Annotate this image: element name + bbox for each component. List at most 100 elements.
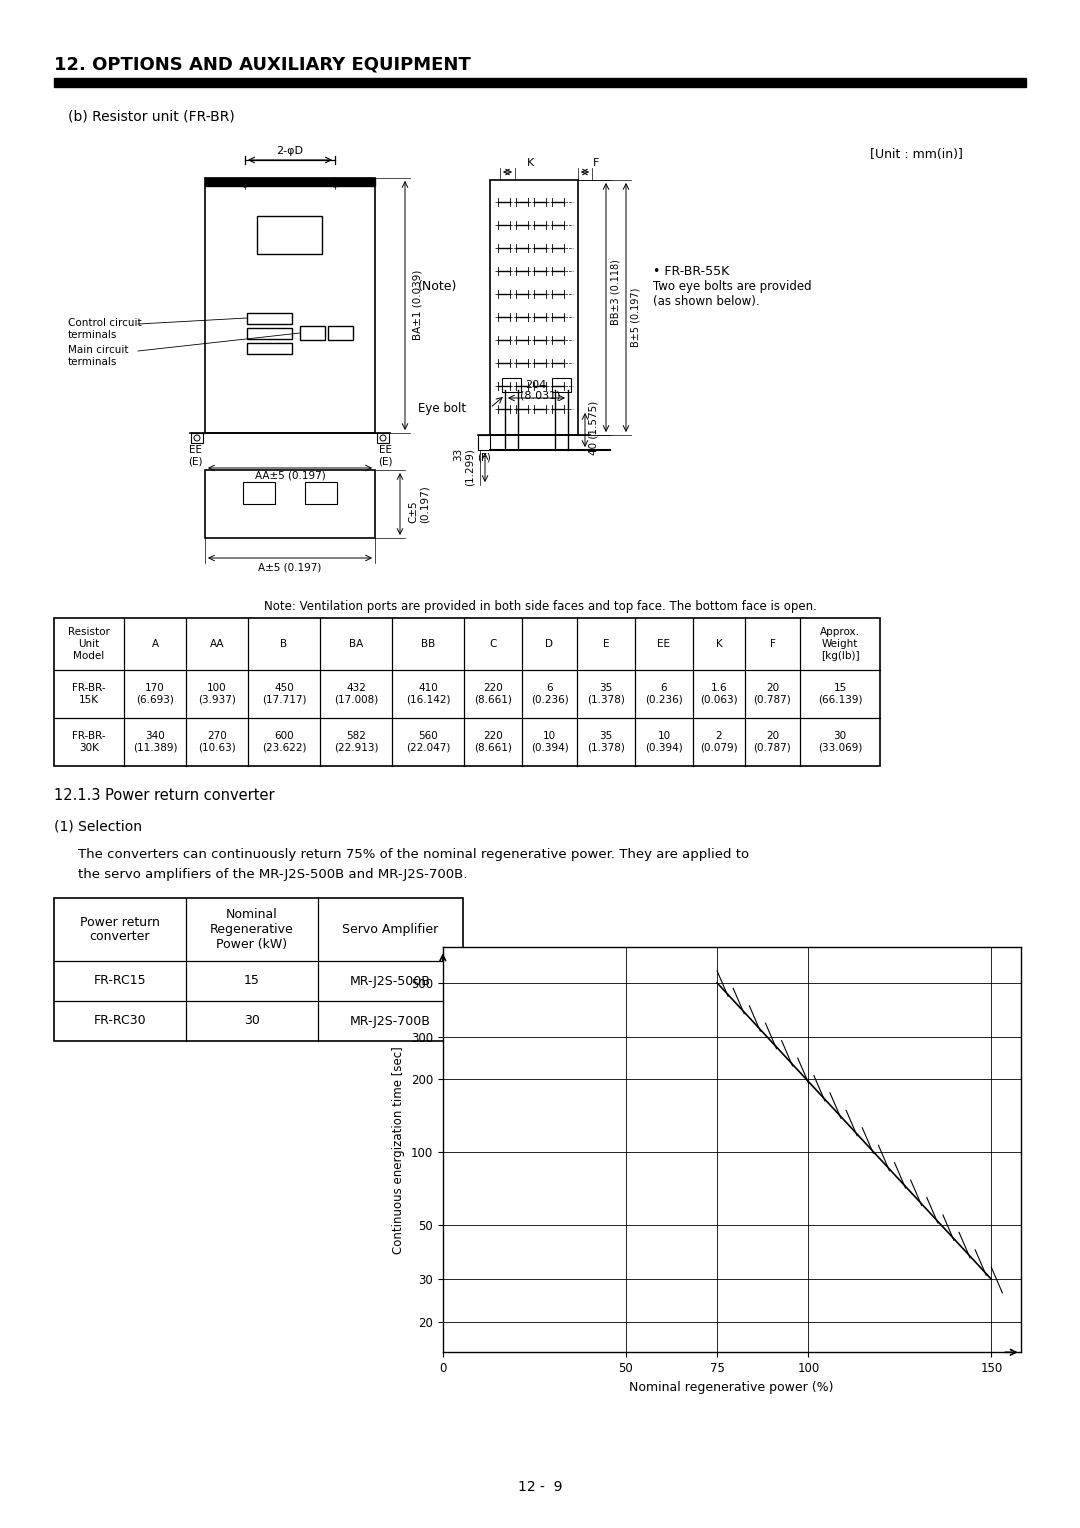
Text: 15
(66.139): 15 (66.139) bbox=[818, 683, 862, 704]
Bar bbox=[54, 898, 463, 1041]
Text: MR-J2S-500B: MR-J2S-500B bbox=[350, 975, 431, 987]
Text: 270
(10.63): 270 (10.63) bbox=[198, 732, 235, 753]
Text: C±5
(0.197): C±5 (0.197) bbox=[408, 484, 430, 523]
Text: 560
(22.047): 560 (22.047) bbox=[406, 732, 450, 753]
Text: 340
(11.389): 340 (11.389) bbox=[133, 732, 177, 753]
Bar bbox=[247, 342, 292, 354]
Bar bbox=[205, 177, 375, 186]
Text: BB: BB bbox=[421, 639, 435, 649]
Text: BA±1 (0.039): BA±1 (0.039) bbox=[413, 270, 423, 341]
Text: (Note): (Note) bbox=[418, 280, 457, 293]
Text: 30
(33.069): 30 (33.069) bbox=[818, 732, 862, 753]
Text: 170
(6.693): 170 (6.693) bbox=[136, 683, 174, 704]
Bar bbox=[478, 435, 490, 451]
Text: F: F bbox=[593, 157, 599, 168]
Text: 204: 204 bbox=[525, 380, 546, 390]
Text: 12. OPTIONS AND AUXILIARY EQUIPMENT: 12. OPTIONS AND AUXILIARY EQUIPMENT bbox=[54, 55, 471, 73]
Bar bbox=[502, 377, 521, 393]
Text: Power return
converter: Power return converter bbox=[80, 915, 160, 943]
Text: FR-RC30: FR-RC30 bbox=[94, 1015, 146, 1027]
Text: Note: Ventilation ports are provided in both side faces and top face. The bottom: Note: Ventilation ports are provided in … bbox=[264, 601, 816, 613]
Text: 12.1.3 Power return converter: 12.1.3 Power return converter bbox=[54, 788, 274, 804]
Text: Two eye bolts are provided: Two eye bolts are provided bbox=[653, 280, 812, 293]
Text: 450
(17.717): 450 (17.717) bbox=[261, 683, 307, 704]
Text: K: K bbox=[716, 639, 723, 649]
Text: (b) Resistor unit (FR-BR): (b) Resistor unit (FR-BR) bbox=[68, 110, 234, 124]
Text: BB±3 (0.118): BB±3 (0.118) bbox=[611, 260, 621, 325]
Text: EE: EE bbox=[658, 639, 671, 649]
Bar bbox=[377, 432, 389, 443]
Text: 582
(22.913): 582 (22.913) bbox=[334, 732, 378, 753]
Text: 2-φD: 2-φD bbox=[276, 147, 303, 156]
Bar bbox=[552, 377, 571, 393]
Text: 10
(0.394): 10 (0.394) bbox=[645, 732, 683, 753]
Text: Resistor
Unit
Model: Resistor Unit Model bbox=[68, 628, 110, 660]
Text: 20
(0.787): 20 (0.787) bbox=[754, 683, 792, 704]
Bar bbox=[247, 313, 292, 324]
Text: 1.6
(0.063): 1.6 (0.063) bbox=[700, 683, 738, 704]
Text: FR-RC15: FR-RC15 bbox=[94, 975, 146, 987]
Text: (as shown below).: (as shown below). bbox=[653, 295, 759, 309]
Text: 410
(16.142): 410 (16.142) bbox=[406, 683, 450, 704]
Text: the servo amplifiers of the MR-J2S-500B and MR-J2S-700B.: the servo amplifiers of the MR-J2S-500B … bbox=[78, 868, 468, 882]
Text: 35
(1.378): 35 (1.378) bbox=[588, 683, 625, 704]
Text: MR-J2S-700B: MR-J2S-700B bbox=[350, 1015, 431, 1027]
Text: FR-BR-
30K: FR-BR- 30K bbox=[72, 732, 106, 753]
Bar bbox=[191, 432, 203, 443]
Text: A±5 (0.197): A±5 (0.197) bbox=[258, 562, 322, 571]
Text: 10
(0.394): 10 (0.394) bbox=[530, 732, 568, 753]
Text: AA±5 (0.197): AA±5 (0.197) bbox=[255, 471, 325, 481]
Text: 6
(0.236): 6 (0.236) bbox=[645, 683, 683, 704]
X-axis label: Nominal regenerative power (%): Nominal regenerative power (%) bbox=[630, 1381, 834, 1394]
Text: A: A bbox=[151, 639, 159, 649]
Text: 432
(17.008): 432 (17.008) bbox=[334, 683, 378, 704]
Text: 600
(23.622): 600 (23.622) bbox=[261, 732, 307, 753]
Text: 220
(8.661): 220 (8.661) bbox=[474, 683, 512, 704]
Text: 100
(3.937): 100 (3.937) bbox=[198, 683, 235, 704]
Text: 33
(1.299): 33 (1.299) bbox=[454, 448, 475, 486]
Bar bbox=[205, 471, 375, 538]
Text: 30: 30 bbox=[244, 1015, 260, 1027]
Text: 20
(0.787): 20 (0.787) bbox=[754, 732, 792, 753]
Text: (E): (E) bbox=[378, 455, 392, 466]
Y-axis label: Continuous energization time [sec]: Continuous energization time [sec] bbox=[392, 1047, 405, 1253]
Text: F: F bbox=[770, 639, 775, 649]
Text: (8.031): (8.031) bbox=[519, 390, 561, 400]
Text: terminals: terminals bbox=[68, 330, 118, 341]
Text: (1) Selection: (1) Selection bbox=[54, 821, 141, 834]
Bar bbox=[300, 325, 325, 341]
Bar bbox=[54, 617, 880, 766]
Text: Approx.
Weight
[kg(lb)]: Approx. Weight [kg(lb)] bbox=[820, 628, 860, 660]
Bar bbox=[247, 329, 292, 339]
Bar bbox=[54, 78, 1026, 87]
Text: (E): (E) bbox=[188, 455, 202, 466]
Text: 15: 15 bbox=[244, 975, 260, 987]
Text: • FR-BR-55K: • FR-BR-55K bbox=[653, 264, 729, 278]
Text: Main circuit: Main circuit bbox=[68, 345, 129, 354]
Text: 220
(8.661): 220 (8.661) bbox=[474, 732, 512, 753]
Text: C: C bbox=[489, 639, 497, 649]
Text: D: D bbox=[545, 639, 554, 649]
Text: B±5 (0.197): B±5 (0.197) bbox=[631, 287, 642, 347]
Text: K: K bbox=[526, 157, 534, 168]
Text: EE: EE bbox=[378, 445, 391, 455]
Text: (F): (F) bbox=[477, 452, 491, 463]
Text: EE: EE bbox=[189, 445, 202, 455]
Text: [Unit : mm(in)]: [Unit : mm(in)] bbox=[870, 148, 963, 160]
Text: 40 (1.575): 40 (1.575) bbox=[588, 400, 598, 455]
Text: 35
(1.378): 35 (1.378) bbox=[588, 732, 625, 753]
Text: AA: AA bbox=[210, 639, 225, 649]
Bar bbox=[257, 215, 322, 254]
Text: FR-BR-
15K: FR-BR- 15K bbox=[72, 683, 106, 704]
Text: The converters can continuously return 75% of the nominal regenerative power. Th: The converters can continuously return 7… bbox=[78, 848, 750, 860]
Text: Control circuit: Control circuit bbox=[68, 318, 141, 329]
Bar bbox=[490, 180, 578, 435]
Text: Servo Amplifier: Servo Amplifier bbox=[342, 923, 438, 937]
Text: 12 -  9: 12 - 9 bbox=[517, 1481, 563, 1494]
Bar bbox=[205, 177, 375, 432]
Text: BA: BA bbox=[349, 639, 363, 649]
Text: 6
(0.236): 6 (0.236) bbox=[530, 683, 568, 704]
Bar bbox=[243, 481, 275, 504]
Bar bbox=[305, 481, 337, 504]
Text: Eye bolt: Eye bolt bbox=[418, 402, 467, 416]
